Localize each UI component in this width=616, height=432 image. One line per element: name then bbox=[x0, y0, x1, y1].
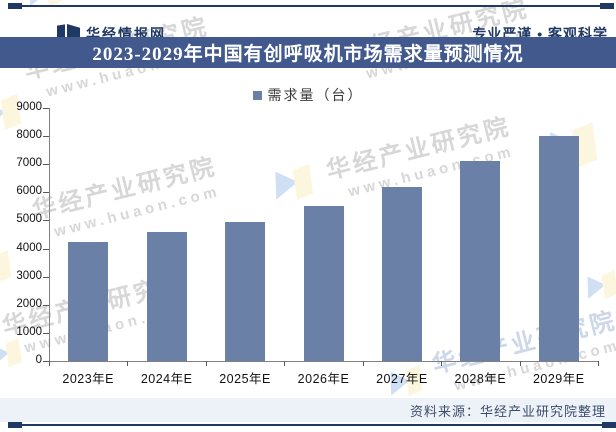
top-divider bbox=[8, 5, 608, 7]
x-tick bbox=[127, 361, 129, 366]
x-axis-line bbox=[49, 361, 599, 362]
y-tick-label: 6000 bbox=[16, 185, 42, 198]
x-tick bbox=[598, 361, 599, 366]
y-tick-label: 3000 bbox=[16, 269, 42, 282]
bottom-divider-right-cap bbox=[602, 422, 616, 428]
y-tick-label: 4000 bbox=[16, 241, 42, 254]
top-divider-right-cap bbox=[600, 3, 614, 9]
top-divider-left-cap bbox=[8, 3, 22, 9]
y-tick bbox=[43, 276, 49, 278]
bar bbox=[381, 186, 422, 361]
y-tick bbox=[43, 248, 49, 250]
bar bbox=[460, 161, 501, 361]
legend-label: 需求量（台） bbox=[267, 87, 364, 103]
open-book-icon bbox=[57, 24, 81, 41]
bar bbox=[538, 136, 579, 361]
legend: 需求量（台） bbox=[0, 85, 616, 105]
data-source: 资料来源：华经产业研究院整理 bbox=[409, 403, 606, 419]
x-tick bbox=[441, 361, 443, 366]
bar bbox=[225, 221, 266, 361]
bar bbox=[303, 206, 344, 361]
y-tick-label: 0 bbox=[35, 354, 42, 366]
x-tick-label: 2026年E bbox=[297, 372, 350, 386]
bottom-divider-left-cap bbox=[8, 422, 22, 428]
chart-title: 2023-2029年中国有创呼吸机市场需求量预测情况 bbox=[92, 44, 524, 65]
y-tick bbox=[43, 192, 49, 194]
x-tick-label: 2029年E bbox=[532, 372, 585, 386]
legend-swatch bbox=[252, 90, 262, 100]
y-tick bbox=[43, 164, 49, 166]
y-tick-label: 8000 bbox=[16, 129, 42, 142]
x-tick-label: 2024年E bbox=[140, 372, 193, 386]
y-tick bbox=[43, 304, 49, 306]
x-tick bbox=[49, 361, 50, 366]
y-tick-label: 1000 bbox=[16, 325, 42, 338]
y-tick-label: 5000 bbox=[16, 213, 42, 226]
y-tick bbox=[43, 332, 49, 334]
bar bbox=[68, 241, 109, 361]
y-tick-label: 2000 bbox=[16, 297, 42, 310]
x-tick-label: 2027年E bbox=[376, 372, 428, 386]
y-tick-label: 9000 bbox=[16, 101, 42, 113]
y-axis-line bbox=[49, 108, 50, 361]
bottom-divider bbox=[8, 424, 608, 426]
y-tick bbox=[43, 220, 49, 222]
x-tick bbox=[205, 361, 207, 366]
y-tick-label: 7000 bbox=[16, 157, 42, 170]
bar bbox=[146, 231, 187, 361]
x-tick bbox=[362, 361, 364, 366]
y-tick bbox=[43, 108, 49, 109]
y-tick bbox=[43, 361, 49, 362]
x-tick-label: 2023年E bbox=[62, 372, 115, 386]
x-tick-label: 2025年E bbox=[219, 372, 271, 386]
y-tick bbox=[43, 136, 49, 138]
title-band: 2023-2029年中国有创呼吸机市场需求量预测情况 bbox=[0, 37, 616, 68]
x-tick-label: 2028年E bbox=[454, 372, 507, 386]
x-tick bbox=[284, 361, 286, 366]
x-tick bbox=[519, 361, 521, 366]
footer-band: 资料来源：华经产业研究院整理 bbox=[0, 398, 616, 422]
